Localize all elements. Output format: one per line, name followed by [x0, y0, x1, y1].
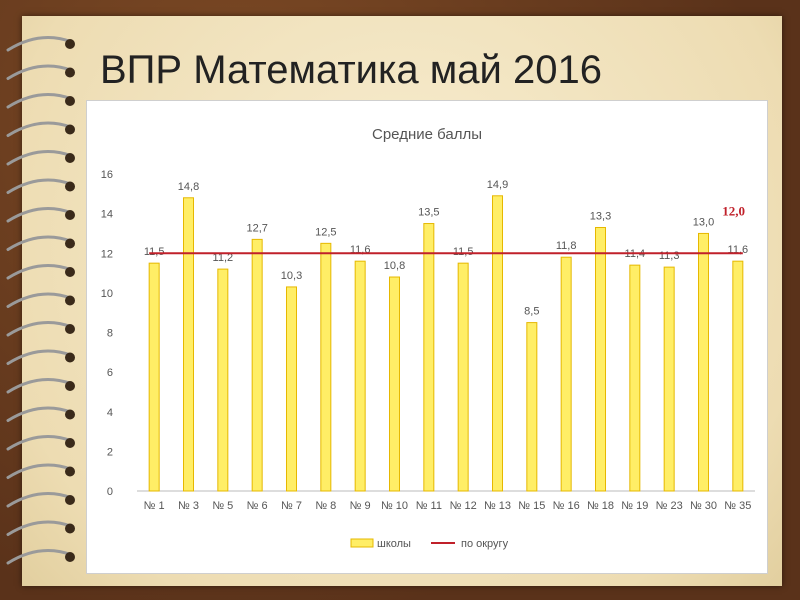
spiral-ring — [6, 349, 75, 365]
bar-value-label: 12,5 — [315, 226, 336, 238]
x-tick-label: № 23 — [656, 500, 683, 512]
x-tick-label: № 15 — [518, 500, 545, 512]
spiral-ring — [6, 93, 75, 109]
bar-value-label: 13,5 — [418, 207, 439, 219]
spiral-ring — [6, 549, 75, 565]
x-tick-label: № 11 — [416, 500, 442, 512]
x-tick-label: № 8 — [315, 500, 336, 512]
x-tick-label: № 1 — [144, 500, 165, 512]
x-tick-label: № 3 — [178, 500, 199, 512]
x-tick-label: № 12 — [450, 500, 477, 512]
spiral-ring — [6, 36, 75, 52]
bar — [526, 322, 538, 492]
bar-value-label: 11,6 — [728, 244, 749, 256]
chart-container: Средние баллы 0 2 4 6 8 10 12 14 16 11,5 № 1 14,8 № 3… — [86, 100, 768, 574]
y-tick-label: 16 — [101, 169, 113, 181]
x-tick-label: № 5 — [212, 500, 233, 512]
y-tick-label: 14 — [101, 209, 113, 221]
legend-bar-swatch — [350, 538, 374, 548]
bar — [560, 256, 572, 492]
bar — [389, 276, 400, 492]
spiral-ring — [6, 321, 75, 337]
bar-value-label: 10,8 — [384, 260, 405, 272]
bar — [595, 226, 606, 492]
bar-value-label: 10,3 — [281, 270, 302, 282]
bar — [320, 242, 332, 492]
y-tick-label: 4 — [107, 407, 113, 419]
bar-chart: Средние баллы 0 2 4 6 8 10 12 14 16 11,5 № 1 14,8 № 3… — [101, 126, 755, 550]
y-tick-label: 8 — [107, 328, 113, 340]
bar-value-label: 11,6 — [350, 244, 371, 256]
spiral-ring — [6, 64, 75, 80]
spiral-ring — [6, 150, 75, 166]
average-value-label: 12,0 — [722, 203, 745, 218]
spiral-binding-icon — [6, 36, 75, 565]
y-tick-label: 6 — [107, 367, 113, 379]
bar-value-label: 11,3 — [659, 250, 680, 262]
bar — [457, 262, 469, 492]
x-tick-label: № 19 — [621, 500, 648, 512]
bar-value-label: 14,9 — [487, 179, 508, 191]
slide-title: ВПР Математика май 2016 — [100, 48, 602, 92]
y-tick-label: 0 — [107, 486, 113, 498]
bar-value-label: 13,3 — [590, 210, 611, 222]
x-tick-label: № 35 — [724, 500, 751, 512]
y-tick-label: 2 — [107, 446, 113, 458]
y-tick-label: 10 — [101, 288, 113, 300]
spiral-ring — [6, 207, 75, 223]
spiral-ring — [6, 520, 75, 536]
x-tick-label: № 30 — [690, 500, 717, 512]
x-tick-label: № 18 — [587, 500, 614, 512]
spiral-ring — [6, 435, 75, 451]
bar — [217, 268, 229, 492]
legend-bar-label: школы — [377, 538, 411, 550]
spiral-ring — [6, 292, 75, 308]
y-tick-label: 12 — [101, 248, 113, 260]
bar-value-label: 12,7 — [246, 222, 267, 234]
chart-title: Средние баллы — [372, 126, 482, 143]
spiral-ring — [6, 264, 75, 280]
spiral-ring — [6, 463, 75, 479]
x-tick-label: № 9 — [350, 500, 371, 512]
x-tick-label: № 16 — [553, 500, 580, 512]
x-tick-label: № 10 — [381, 500, 408, 512]
bar — [354, 260, 366, 492]
spiral-ring — [6, 235, 75, 251]
bar-value-label: 11,5 — [453, 246, 474, 258]
bar — [183, 197, 194, 492]
bar-value-label: 8,5 — [524, 306, 539, 318]
legend-line-label: по округу — [461, 538, 509, 550]
bar — [492, 195, 503, 492]
spiral-ring — [6, 121, 75, 137]
bar-value-label: 11,2 — [213, 252, 234, 264]
bar — [663, 266, 675, 492]
x-tick-label: № 7 — [281, 500, 302, 512]
spiral-ring — [6, 178, 75, 194]
bar — [423, 223, 435, 492]
x-tick-label: № 6 — [247, 500, 268, 512]
bar — [629, 264, 641, 492]
bar — [698, 232, 709, 492]
bar-value-label: 11,8 — [556, 240, 577, 252]
bar — [251, 238, 263, 492]
spiral-ring — [6, 378, 75, 394]
spiral-ring — [6, 406, 75, 422]
x-tick-label: № 13 — [484, 500, 511, 512]
bar — [286, 286, 297, 492]
bar-value-label: 14,8 — [178, 181, 199, 193]
bar-value-label: 13,0 — [693, 216, 714, 228]
bar — [732, 260, 744, 492]
bar — [148, 262, 160, 492]
bar-value-label: 11,5 — [144, 246, 165, 258]
spiral-ring — [6, 492, 75, 508]
